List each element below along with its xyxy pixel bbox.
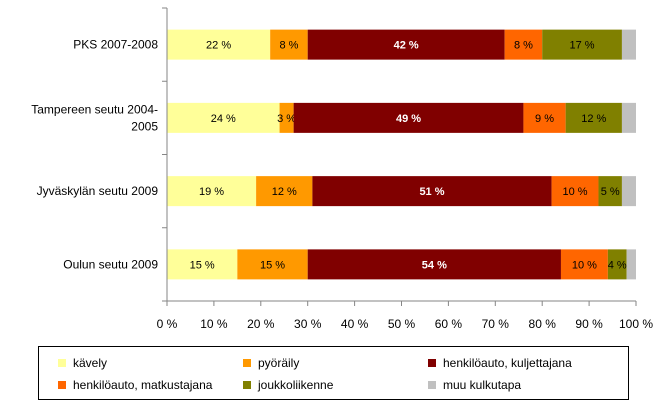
category-label: PKS 2007-2008 <box>73 38 158 52</box>
bar-segment <box>307 29 505 60</box>
bar-segment <box>598 176 622 207</box>
legend-swatch <box>58 381 66 389</box>
bar-segment <box>307 249 561 280</box>
legend: kävely pyöräily henkilöauto, kuljettajana h… <box>38 346 629 400</box>
bar-segment <box>565 102 622 133</box>
x-tick-label: 20 % <box>247 317 275 331</box>
data-label: 24 % <box>211 113 236 125</box>
data-label: 5 % <box>601 186 620 198</box>
x-tick-label: 60 % <box>435 317 463 331</box>
legend-label: kävely <box>73 356 107 370</box>
bar-segment <box>312 176 552 207</box>
bar-segment <box>621 102 636 133</box>
x-tick-label: 30 % <box>294 317 322 331</box>
legend-label: pyöräily <box>258 356 299 370</box>
bar-segment <box>256 176 313 207</box>
x-tick-label: 0 % <box>157 317 178 331</box>
bar-segment <box>621 29 636 60</box>
bar-segment <box>560 249 608 280</box>
legend-swatch <box>428 359 436 367</box>
legend-swatch <box>243 359 251 367</box>
bar-segment <box>237 249 308 280</box>
legend-swatch <box>243 381 251 389</box>
data-label: 49 % <box>396 113 421 125</box>
data-label: 54 % <box>422 259 447 271</box>
x-tick-label: 10 % <box>200 317 228 331</box>
data-label: 10 % <box>572 259 597 271</box>
bar-segment <box>626 249 636 280</box>
data-label: 15 % <box>260 259 285 271</box>
legend-label: muu kulkutapa <box>443 378 521 392</box>
legend-swatch <box>428 381 436 389</box>
data-label: 8 % <box>279 40 298 52</box>
data-label: 12 % <box>581 113 606 125</box>
legend-frame <box>38 346 629 400</box>
data-label: 10 % <box>562 186 587 198</box>
legend-label: henkilöauto, kuljettajana <box>443 356 572 370</box>
bar-segment <box>270 29 308 60</box>
bar-segment <box>504 29 543 60</box>
bar-segment <box>279 102 294 133</box>
data-label: 19 % <box>199 186 224 198</box>
x-tick-label: 50 % <box>388 317 416 331</box>
data-label: 9 % <box>535 113 554 125</box>
data-label: 3 % <box>277 113 296 125</box>
bar-segment <box>551 176 599 207</box>
data-label: 42 % <box>394 40 419 52</box>
bar-segment <box>607 249 627 280</box>
bar-segment <box>621 176 636 207</box>
bar-segment <box>167 176 257 207</box>
legend-swatch <box>58 359 66 367</box>
plot-area: 22 % 8 % 42 % 8 % 17 % PKS 2007-2008 24 % 3 % 49… <box>31 7 653 331</box>
bar-segment <box>542 29 622 60</box>
legend-label: henkilöauto, matkustajana <box>73 378 213 392</box>
data-label: 8 % <box>514 40 533 52</box>
bar-segment <box>523 102 566 133</box>
data-label: 12 % <box>272 186 297 198</box>
x-tick-label: 80 % <box>529 317 557 331</box>
x-tick-label: 100 % <box>619 317 653 331</box>
x-tick-label: 40 % <box>341 317 369 331</box>
data-label: 15 % <box>190 259 215 271</box>
category-label: Tampereen seutu 2004- <box>31 102 158 116</box>
x-tick-label: 70 % <box>482 317 510 331</box>
bar-segment <box>167 102 280 133</box>
x-tick-label: 90 % <box>575 317 603 331</box>
category-label: 2005 <box>131 119 158 133</box>
bar-segment <box>293 102 524 133</box>
bar-segment <box>167 29 271 60</box>
legend-label: joukkoliikenne <box>257 378 334 392</box>
category-label: Jyväskylän seutu 2009 <box>37 184 159 198</box>
data-label: 4 % <box>608 259 627 271</box>
data-label: 22 % <box>206 40 231 52</box>
data-label: 17 % <box>570 40 595 52</box>
data-label: 51 % <box>419 186 444 198</box>
category-label: Oulun seutu 2009 <box>63 257 158 271</box>
bar-segment <box>167 249 238 280</box>
